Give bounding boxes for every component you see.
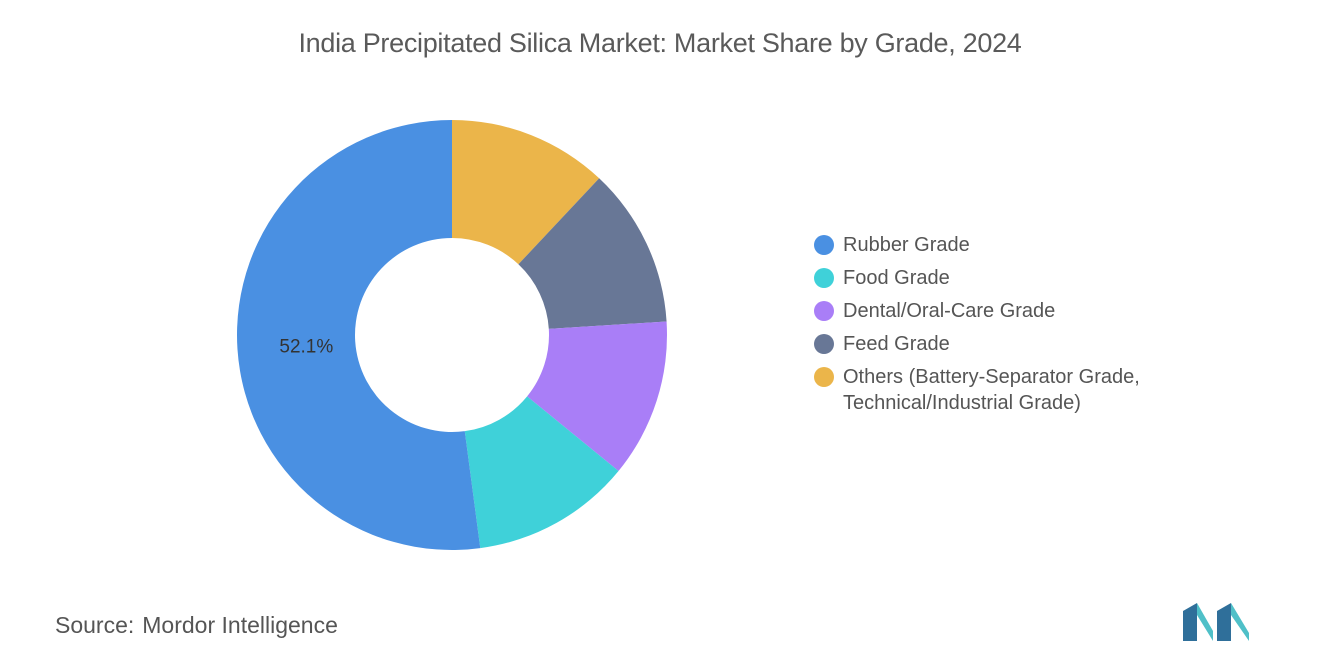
legend-label: Dental/Oral-Care Grade bbox=[843, 300, 1056, 322]
slice-food bbox=[464, 396, 619, 549]
legend-item: Rubber Grade bbox=[814, 232, 1173, 258]
legend-swatch-icon bbox=[814, 268, 834, 288]
data-label: 52.1% bbox=[279, 336, 333, 357]
legend-item: Food Grade bbox=[814, 265, 1173, 291]
slice-feed bbox=[518, 178, 667, 329]
legend-swatch-icon bbox=[814, 235, 834, 255]
legend-label: Feed Grade bbox=[843, 333, 950, 355]
mordor-logo-icon bbox=[1183, 603, 1249, 641]
legend-swatch-icon bbox=[814, 334, 834, 354]
slice-rubber bbox=[237, 120, 481, 550]
slice-dentaloralcare bbox=[527, 321, 668, 472]
legend: Rubber Grade Food Grade Dental/Oral-Care G… bbox=[814, 232, 1173, 423]
legend-item: Others (Battery-Separator Grade, Technic… bbox=[814, 364, 1173, 416]
slice-others bbox=[452, 120, 600, 265]
legend-label: Rubber Grade bbox=[843, 234, 970, 256]
legend-label: Food Grade bbox=[843, 267, 950, 289]
legend-item: Dental/Oral-Care Grade bbox=[814, 298, 1173, 324]
legend-label: Others (Battery-Separator Grade, Technic… bbox=[843, 366, 1140, 414]
source-label: Source: bbox=[55, 612, 135, 638]
source-note: Source: Mordor Intelligence bbox=[55, 612, 338, 639]
source-value: Mordor Intelligence bbox=[142, 612, 338, 638]
chart-title: India Precipitated Silica Market: Market… bbox=[298, 28, 1022, 58]
legend-item: Feed Grade bbox=[814, 331, 1173, 357]
legend-swatch-icon bbox=[814, 301, 834, 321]
legend-swatch-icon bbox=[814, 367, 834, 387]
